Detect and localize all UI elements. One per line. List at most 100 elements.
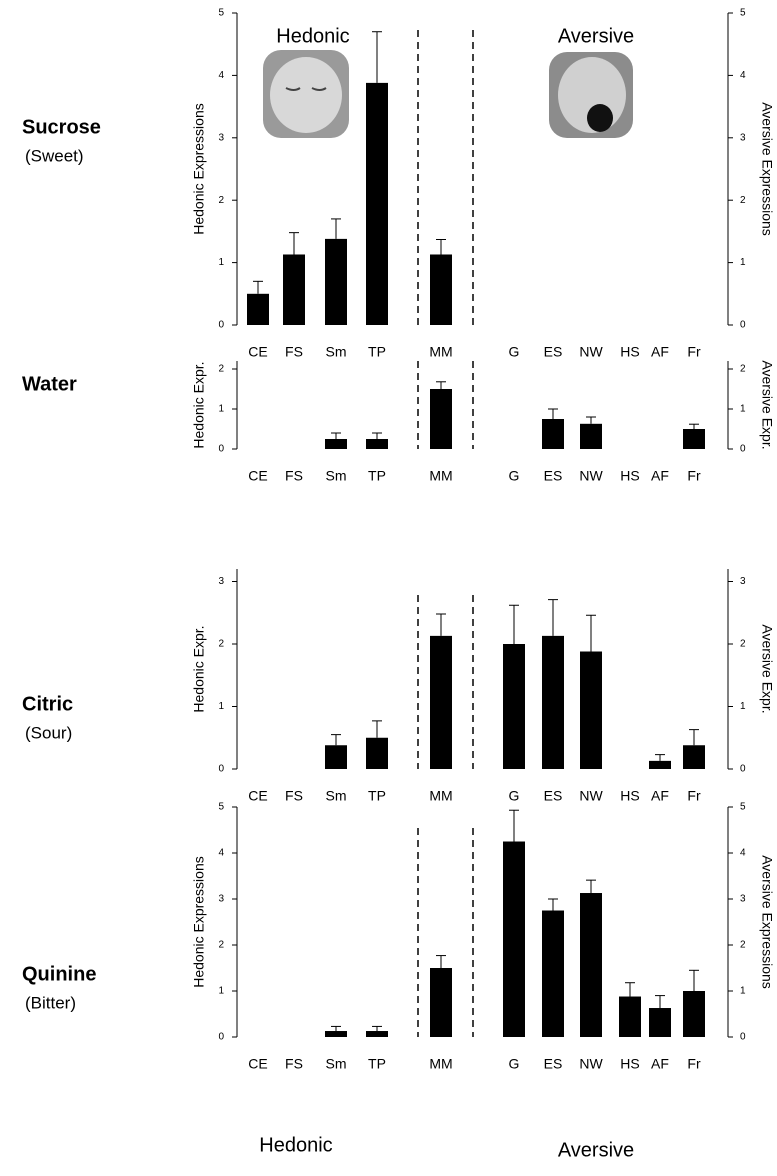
x-tick-label: G (509, 1056, 520, 1072)
y2-tick-label: 2 (740, 364, 746, 375)
y-tick-label: 2 (218, 195, 224, 206)
x-tick-label: Sm (326, 468, 347, 484)
bar (430, 968, 452, 1037)
y2-tick-label: 1 (740, 404, 746, 415)
y-tick-label: 0 (218, 320, 224, 331)
bar (542, 635, 564, 769)
x-tick-label: CE (248, 1056, 267, 1072)
x-tick-label: MM (429, 468, 452, 484)
y2-axis-title: Aversive Expr. (759, 360, 775, 449)
x-tick-label: Fr (687, 788, 701, 804)
y-tick-label: 4 (218, 70, 224, 81)
x-tick-label: ES (544, 344, 563, 360)
y2-axis-title: Aversive Expr. (759, 624, 775, 713)
row-subtitle: (Sour) (25, 723, 72, 742)
y-tick-label: 5 (218, 8, 224, 19)
y-tick-label: 5 (218, 802, 224, 813)
bar (683, 745, 705, 769)
bar (325, 439, 347, 449)
x-tick-label: NW (579, 1056, 603, 1072)
bar (649, 1008, 671, 1037)
x-tick-label: NW (579, 788, 603, 804)
y2-tick-label: 5 (740, 802, 746, 813)
y-tick-label: 1 (218, 404, 224, 415)
x-tick-label: CE (248, 344, 267, 360)
y2-tick-label: 2 (740, 195, 746, 206)
y-tick-label: 0 (218, 1032, 224, 1043)
bar (430, 389, 452, 449)
row-title: Sucrose (22, 116, 101, 138)
x-tick-label: Sm (326, 344, 347, 360)
x-tick-label: G (509, 344, 520, 360)
y2-tick-label: 4 (740, 70, 746, 81)
bar (366, 82, 388, 325)
x-tick-label: CE (248, 468, 267, 484)
bar (430, 254, 452, 325)
bar (325, 238, 347, 325)
y-tick-label: 1 (218, 257, 224, 268)
y2-tick-label: 3 (740, 576, 746, 587)
x-tick-label: FS (285, 468, 303, 484)
x-tick-label: FS (285, 1056, 303, 1072)
y-axis-title: Hedonic Expr. (191, 361, 207, 448)
y-tick-label: 1 (218, 986, 224, 997)
bar (580, 893, 602, 1037)
bar (283, 254, 305, 325)
bar (580, 651, 602, 769)
row-subtitle: (Sweet) (25, 146, 84, 165)
row-title: Water (22, 373, 77, 395)
bar (366, 439, 388, 449)
x-tick-label: AF (651, 788, 669, 804)
x-tick-label: HS (620, 788, 639, 804)
x-tick-label: TP (368, 344, 386, 360)
y-tick-label: 4 (218, 848, 224, 859)
x-tick-label: G (509, 788, 520, 804)
x-tick-label: G (509, 468, 520, 484)
group-label: Hedonic (259, 1134, 332, 1156)
y2-tick-label: 2 (740, 639, 746, 650)
x-tick-label: MM (429, 1056, 452, 1072)
x-tick-label: Fr (687, 1056, 701, 1072)
x-tick-label: NW (579, 468, 603, 484)
y2-tick-label: 1 (740, 986, 746, 997)
x-tick-label: AF (651, 468, 669, 484)
x-tick-label: HS (620, 1056, 639, 1072)
y2-tick-label: 1 (740, 257, 746, 268)
bar (683, 429, 705, 449)
bar (325, 745, 347, 769)
x-tick-label: ES (544, 468, 563, 484)
y2-tick-label: 0 (740, 1032, 746, 1043)
x-tick-label: ES (544, 1056, 563, 1072)
x-tick-label: AF (651, 344, 669, 360)
y-tick-label: 2 (218, 364, 224, 375)
face-aversive (549, 52, 633, 138)
bar (580, 423, 602, 449)
bar (366, 1031, 388, 1037)
x-tick-label: FS (285, 788, 303, 804)
x-tick-label: Sm (326, 1056, 347, 1072)
y-tick-label: 3 (218, 132, 224, 143)
x-tick-label: Fr (687, 344, 701, 360)
y-tick-label: 3 (218, 894, 224, 905)
y-tick-label: 2 (218, 940, 224, 951)
y2-tick-label: 0 (740, 764, 746, 775)
y2-tick-label: 3 (740, 894, 746, 905)
y-tick-label: 3 (218, 576, 224, 587)
x-tick-label: FS (285, 344, 303, 360)
y2-tick-label: 4 (740, 848, 746, 859)
face-hedonic (263, 50, 349, 138)
x-tick-label: TP (368, 1056, 386, 1072)
y2-tick-label: 0 (740, 444, 746, 455)
bar (683, 991, 705, 1037)
y2-tick-label: 3 (740, 132, 746, 143)
y-tick-label: 2 (218, 639, 224, 650)
group-label: Aversive (558, 1139, 634, 1161)
x-tick-label: MM (429, 344, 452, 360)
x-tick-label: Fr (687, 468, 701, 484)
x-tick-label: TP (368, 788, 386, 804)
y2-tick-label: 1 (740, 701, 746, 712)
row-title: Citric (22, 693, 73, 715)
y-tick-label: 0 (218, 444, 224, 455)
bar (503, 841, 525, 1037)
